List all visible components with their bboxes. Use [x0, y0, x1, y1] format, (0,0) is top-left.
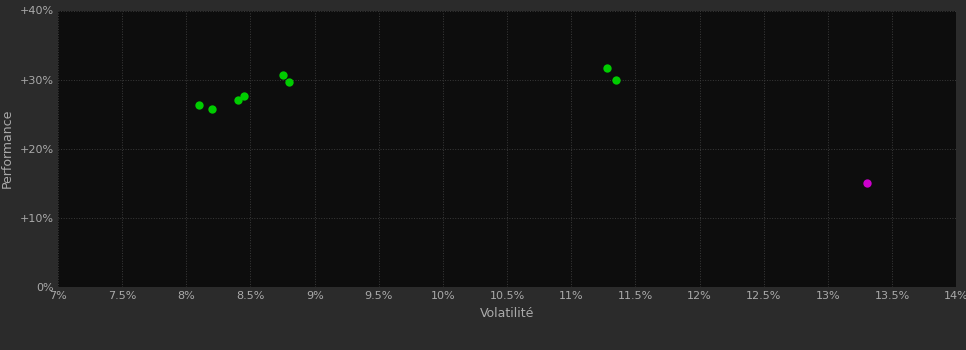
Point — [191, 103, 207, 108]
Point — [230, 97, 245, 103]
Point — [609, 77, 624, 83]
Point — [237, 93, 252, 99]
Point — [274, 73, 290, 78]
Point — [204, 106, 219, 112]
Y-axis label: Performance: Performance — [1, 109, 14, 188]
X-axis label: Volatilité: Volatilité — [480, 307, 534, 320]
Point — [600, 65, 615, 71]
Point — [281, 79, 297, 85]
Point — [859, 181, 874, 186]
